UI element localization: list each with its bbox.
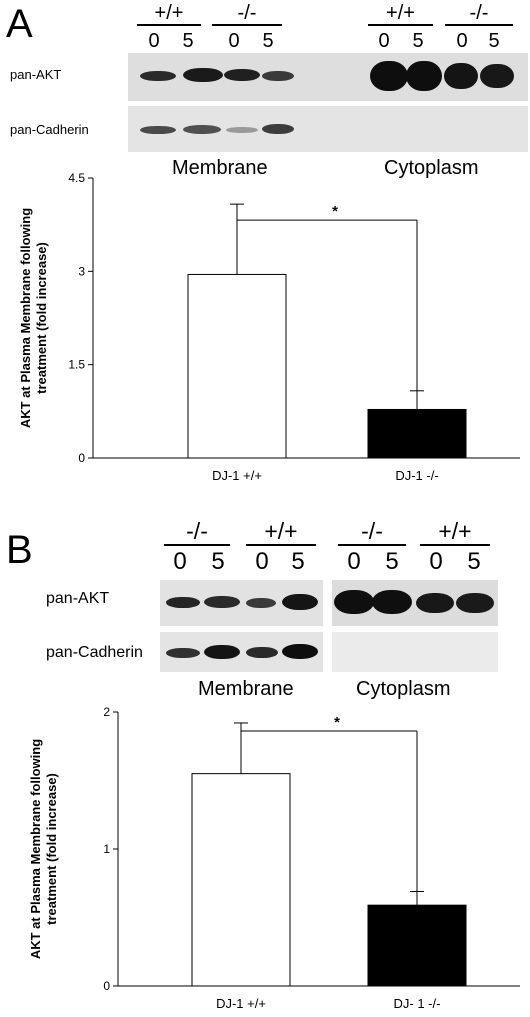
blot-band [262, 124, 294, 134]
timepoint-label: 0 [378, 30, 390, 52]
y-tick-label: 4.5 [68, 171, 85, 185]
significance-marker: * [332, 203, 338, 220]
panel-letter: B [6, 528, 33, 572]
blot-band [204, 645, 240, 659]
fraction-label-membrane: Membrane [198, 678, 294, 700]
blot-band [262, 71, 294, 81]
blot-strip-cadherin-cytoplasm [332, 632, 498, 672]
genotype-label: -/- [186, 518, 208, 544]
genotype-header: -/- [212, 2, 282, 26]
timepoint-label: 5 [385, 548, 399, 575]
blot-band [183, 68, 223, 82]
blot-row-label: pan-AKT [10, 67, 62, 82]
genotype-header: +/+ [246, 518, 316, 546]
blot-band [480, 64, 514, 88]
panel-letter: A [6, 2, 33, 46]
bar-chart: 0 1.5 3 4.5 AKT at Plasma Membrane following… [18, 171, 520, 483]
panel-a: A +/+ -/- +/+ -/- 0 5 0 5 0 5 0 5 pan-AK… [0, 0, 530, 500]
x-category-label: DJ-1 +/+ [216, 996, 266, 1011]
blot-band [456, 593, 494, 613]
genotype-label: -/- [237, 2, 257, 24]
blot-band [246, 647, 278, 658]
y-axis-label: AKT at Plasma Membrane followingtreatmen… [28, 739, 59, 959]
fraction-label-cytoplasm: Cytoplasm [384, 157, 479, 179]
timepoint-label: 5 [291, 548, 305, 575]
timepoint-label: 0 [429, 548, 443, 575]
bar [367, 904, 467, 987]
bar [367, 408, 467, 459]
timepoint-label: 0 [148, 30, 160, 52]
blot-band [224, 69, 260, 81]
genotype-header: +/+ [137, 2, 201, 26]
timepoint-label: 5 [412, 30, 424, 52]
bar [187, 273, 287, 459]
timepoint-label: 0 [255, 548, 269, 575]
timepoint-label: 5 [488, 30, 500, 52]
genotype-label: -/- [469, 2, 489, 24]
timepoint-label: 5 [182, 30, 194, 52]
genotype-label: +/+ [154, 2, 184, 24]
bar [191, 773, 291, 987]
blot-band [372, 590, 412, 614]
blot-row-label: pan-AKT [46, 590, 110, 607]
genotype-header: +/+ [420, 518, 490, 546]
blot-band [416, 593, 454, 613]
y-tick-label: 1.5 [68, 358, 85, 372]
genotype-label: -/- [361, 518, 383, 544]
timepoint-label: 0 [456, 30, 468, 52]
genotype-label: +/+ [438, 518, 472, 544]
timepoint-label: 0 [228, 30, 240, 52]
y-tick-label: 0 [78, 451, 85, 465]
timepoint-label: 0 [173, 548, 187, 575]
bar-chart: 0 1 2 AKT at Plasma Membrane followingtreat… [28, 705, 520, 1011]
significance-marker: * [334, 714, 340, 731]
blot-band [370, 61, 408, 91]
genotype-header: -/- [164, 518, 230, 546]
blot-band [166, 648, 200, 658]
blot-band [334, 590, 374, 614]
genotype-label: +/+ [386, 2, 415, 24]
blot-strip-akt-cytoplasm [332, 580, 498, 626]
genotype-header: -/- [338, 518, 406, 546]
blot-strip-akt-membrane [160, 580, 323, 626]
fraction-label-membrane: Membrane [172, 157, 268, 179]
timepoint-label: 5 [262, 30, 274, 52]
genotype-header: -/- [445, 2, 513, 26]
blot-strip-cadherin [128, 106, 528, 152]
y-axis-label: AKT at Plasma Membrane followingtreatmen… [18, 208, 49, 428]
panel-b: B -/- +/+ -/- +/+ 0 5 0 5 0 5 0 5 pan-AK… [0, 508, 530, 1017]
blot-band [444, 63, 478, 89]
x-category-label: DJ-1 -/- [395, 468, 438, 483]
y-tick-label: 1 [103, 842, 110, 856]
fraction-label-cytoplasm: Cytoplasm [356, 678, 451, 700]
blot-strip-akt [128, 53, 528, 101]
blot-band [183, 125, 221, 134]
timepoint-label: 5 [467, 548, 481, 575]
blot-band [246, 598, 276, 608]
blot-band [282, 594, 318, 610]
blot-band [282, 644, 318, 659]
blot-band [140, 126, 176, 134]
genotype-label: +/+ [264, 518, 298, 544]
blot-strip-cadherin-membrane [160, 632, 323, 672]
x-category-label: DJ-1 +/+ [212, 468, 262, 483]
timepoint-label: 0 [347, 548, 361, 575]
blot-band [166, 597, 200, 608]
blot-band [140, 71, 176, 81]
blot-band [204, 596, 240, 608]
genotype-header: +/+ [368, 2, 433, 26]
y-tick-label: 3 [78, 264, 85, 278]
blot-row-label: pan-Cadherin [46, 644, 143, 661]
timepoint-label: 5 [211, 548, 225, 575]
blot-band [406, 61, 442, 91]
y-tick-label: 2 [103, 705, 110, 719]
blot-band [226, 127, 258, 133]
x-category-label: DJ- 1 -/- [394, 996, 441, 1011]
y-tick-label: 0 [103, 979, 110, 993]
blot-row-label: pan-Cadherin [10, 122, 89, 137]
